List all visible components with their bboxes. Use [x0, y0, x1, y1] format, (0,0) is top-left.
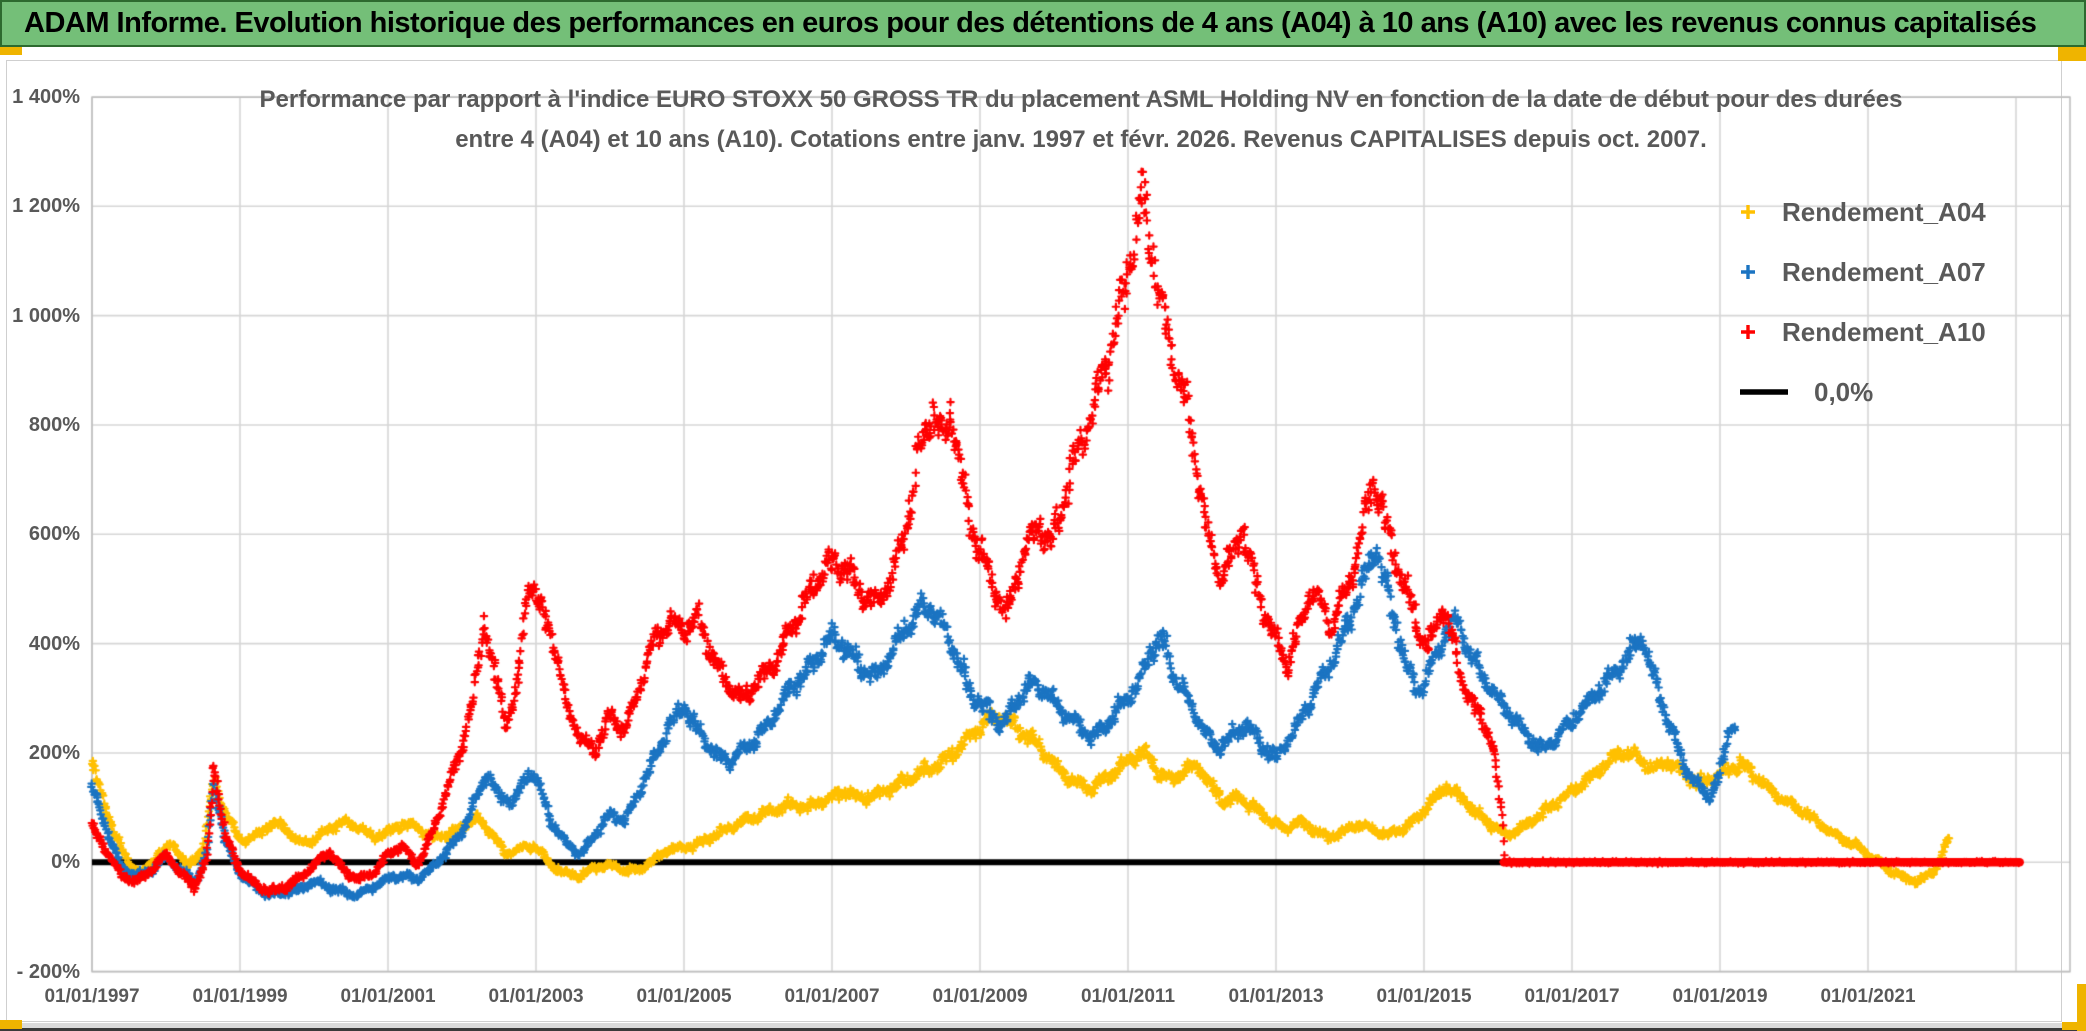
legend-item-rendement-a04[interactable]: Rendement_A04: [1738, 182, 1986, 242]
y-axis-tick: - 200%: [16, 960, 80, 983]
y-axis-tick: 800%: [28, 413, 80, 436]
y-axis-tick: 600%: [28, 523, 80, 546]
y-axis-tick: 0%: [51, 851, 80, 874]
plus-marker-icon: [1741, 265, 1755, 279]
x-axis-tick: 01/01/1997: [44, 986, 140, 1007]
x-axis-tick: 01/01/2021: [1820, 986, 1916, 1007]
legend-item-rendement-a07[interactable]: Rendement_A07: [1738, 242, 1986, 302]
x-axis-tick: 01/01/1999: [192, 986, 288, 1007]
window-title-bar: ADAM Informe. Evolution historique des p…: [0, 0, 2086, 47]
x-axis-tick: 01/01/2011: [1080, 986, 1176, 1007]
legend[interactable]: Rendement_A04 Rendement_A07 Rendement_A10 0…: [1738, 182, 1986, 422]
chart-title: Performance par rapport à l'indice EURO …: [92, 80, 2070, 160]
x-axis-tick: 01/01/2007: [784, 986, 880, 1007]
gold-corner-accent-top-left: [0, 47, 22, 55]
gold-corner-accent-bottom-left: [0, 1020, 22, 1029]
window-title: ADAM Informe. Evolution historique des p…: [24, 7, 2037, 39]
x-axis-tick: 01/01/2015: [1376, 986, 1472, 1007]
bottom-divider: [0, 1023, 2086, 1028]
line-marker-icon: [1740, 389, 1788, 395]
chart-title-line1: Performance par rapport à l'indice EURO …: [259, 86, 1903, 113]
y-axis-tick: 1 200%: [12, 195, 80, 218]
legend-item-rendement-a10[interactable]: Rendement_A10: [1738, 302, 1986, 362]
x-axis-tick: 01/01/2001: [340, 986, 436, 1007]
y-axis-tick: 1 000%: [12, 304, 80, 327]
legend-label: Rendement_A04: [1782, 196, 1986, 227]
gold-corner-accent-top-right: [2058, 47, 2086, 61]
x-axis-tick: 01/01/2009: [932, 986, 1028, 1007]
legend-label: 0,0%: [1814, 376, 1874, 407]
x-axis-tick: 01/01/2019: [1672, 986, 1768, 1007]
x-axis-tick: 01/01/2003: [488, 986, 584, 1007]
bottom-border: [0, 1028, 2086, 1031]
plus-marker-icon: [1741, 205, 1755, 219]
y-axis-tick: 1 400%: [12, 85, 80, 108]
legend-item-0-0-[interactable]: 0,0%: [1738, 362, 1986, 422]
y-axis-tick: 200%: [28, 741, 80, 764]
gold-corner-accent-right: [2077, 984, 2086, 1031]
plus-marker-icon: [1741, 325, 1755, 339]
x-axis-tick: 01/01/2013: [1228, 986, 1324, 1007]
legend-label: Rendement_A07: [1782, 256, 1986, 287]
gold-corner-accent-bottom-right: [2062, 1022, 2086, 1030]
legend-label: Rendement_A10: [1782, 316, 1986, 347]
y-axis-tick: 400%: [28, 632, 80, 655]
x-axis-tick: 01/01/2017: [1524, 986, 1620, 1007]
chart-title-line2: entre 4 (A04) et 10 ans (A10). Cotations…: [455, 126, 1707, 153]
x-axis-tick: 01/01/2005: [636, 986, 732, 1007]
